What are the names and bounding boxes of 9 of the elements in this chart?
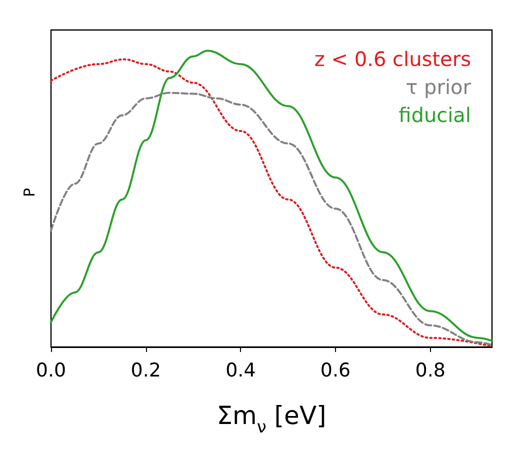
text: fiducial [398,103,471,127]
x-tick-label: 0.6 [320,360,351,382]
x-tick-label: 0.4 [226,360,256,382]
text: z < 0.6 clusters [314,47,471,71]
text: τ prior [406,75,472,99]
y-axis-title: P [20,188,38,198]
x-tick-label: 0.0 [36,360,66,382]
x-tick-label: 0.8 [415,360,446,382]
x-tick-label: 0.2 [130,360,161,382]
